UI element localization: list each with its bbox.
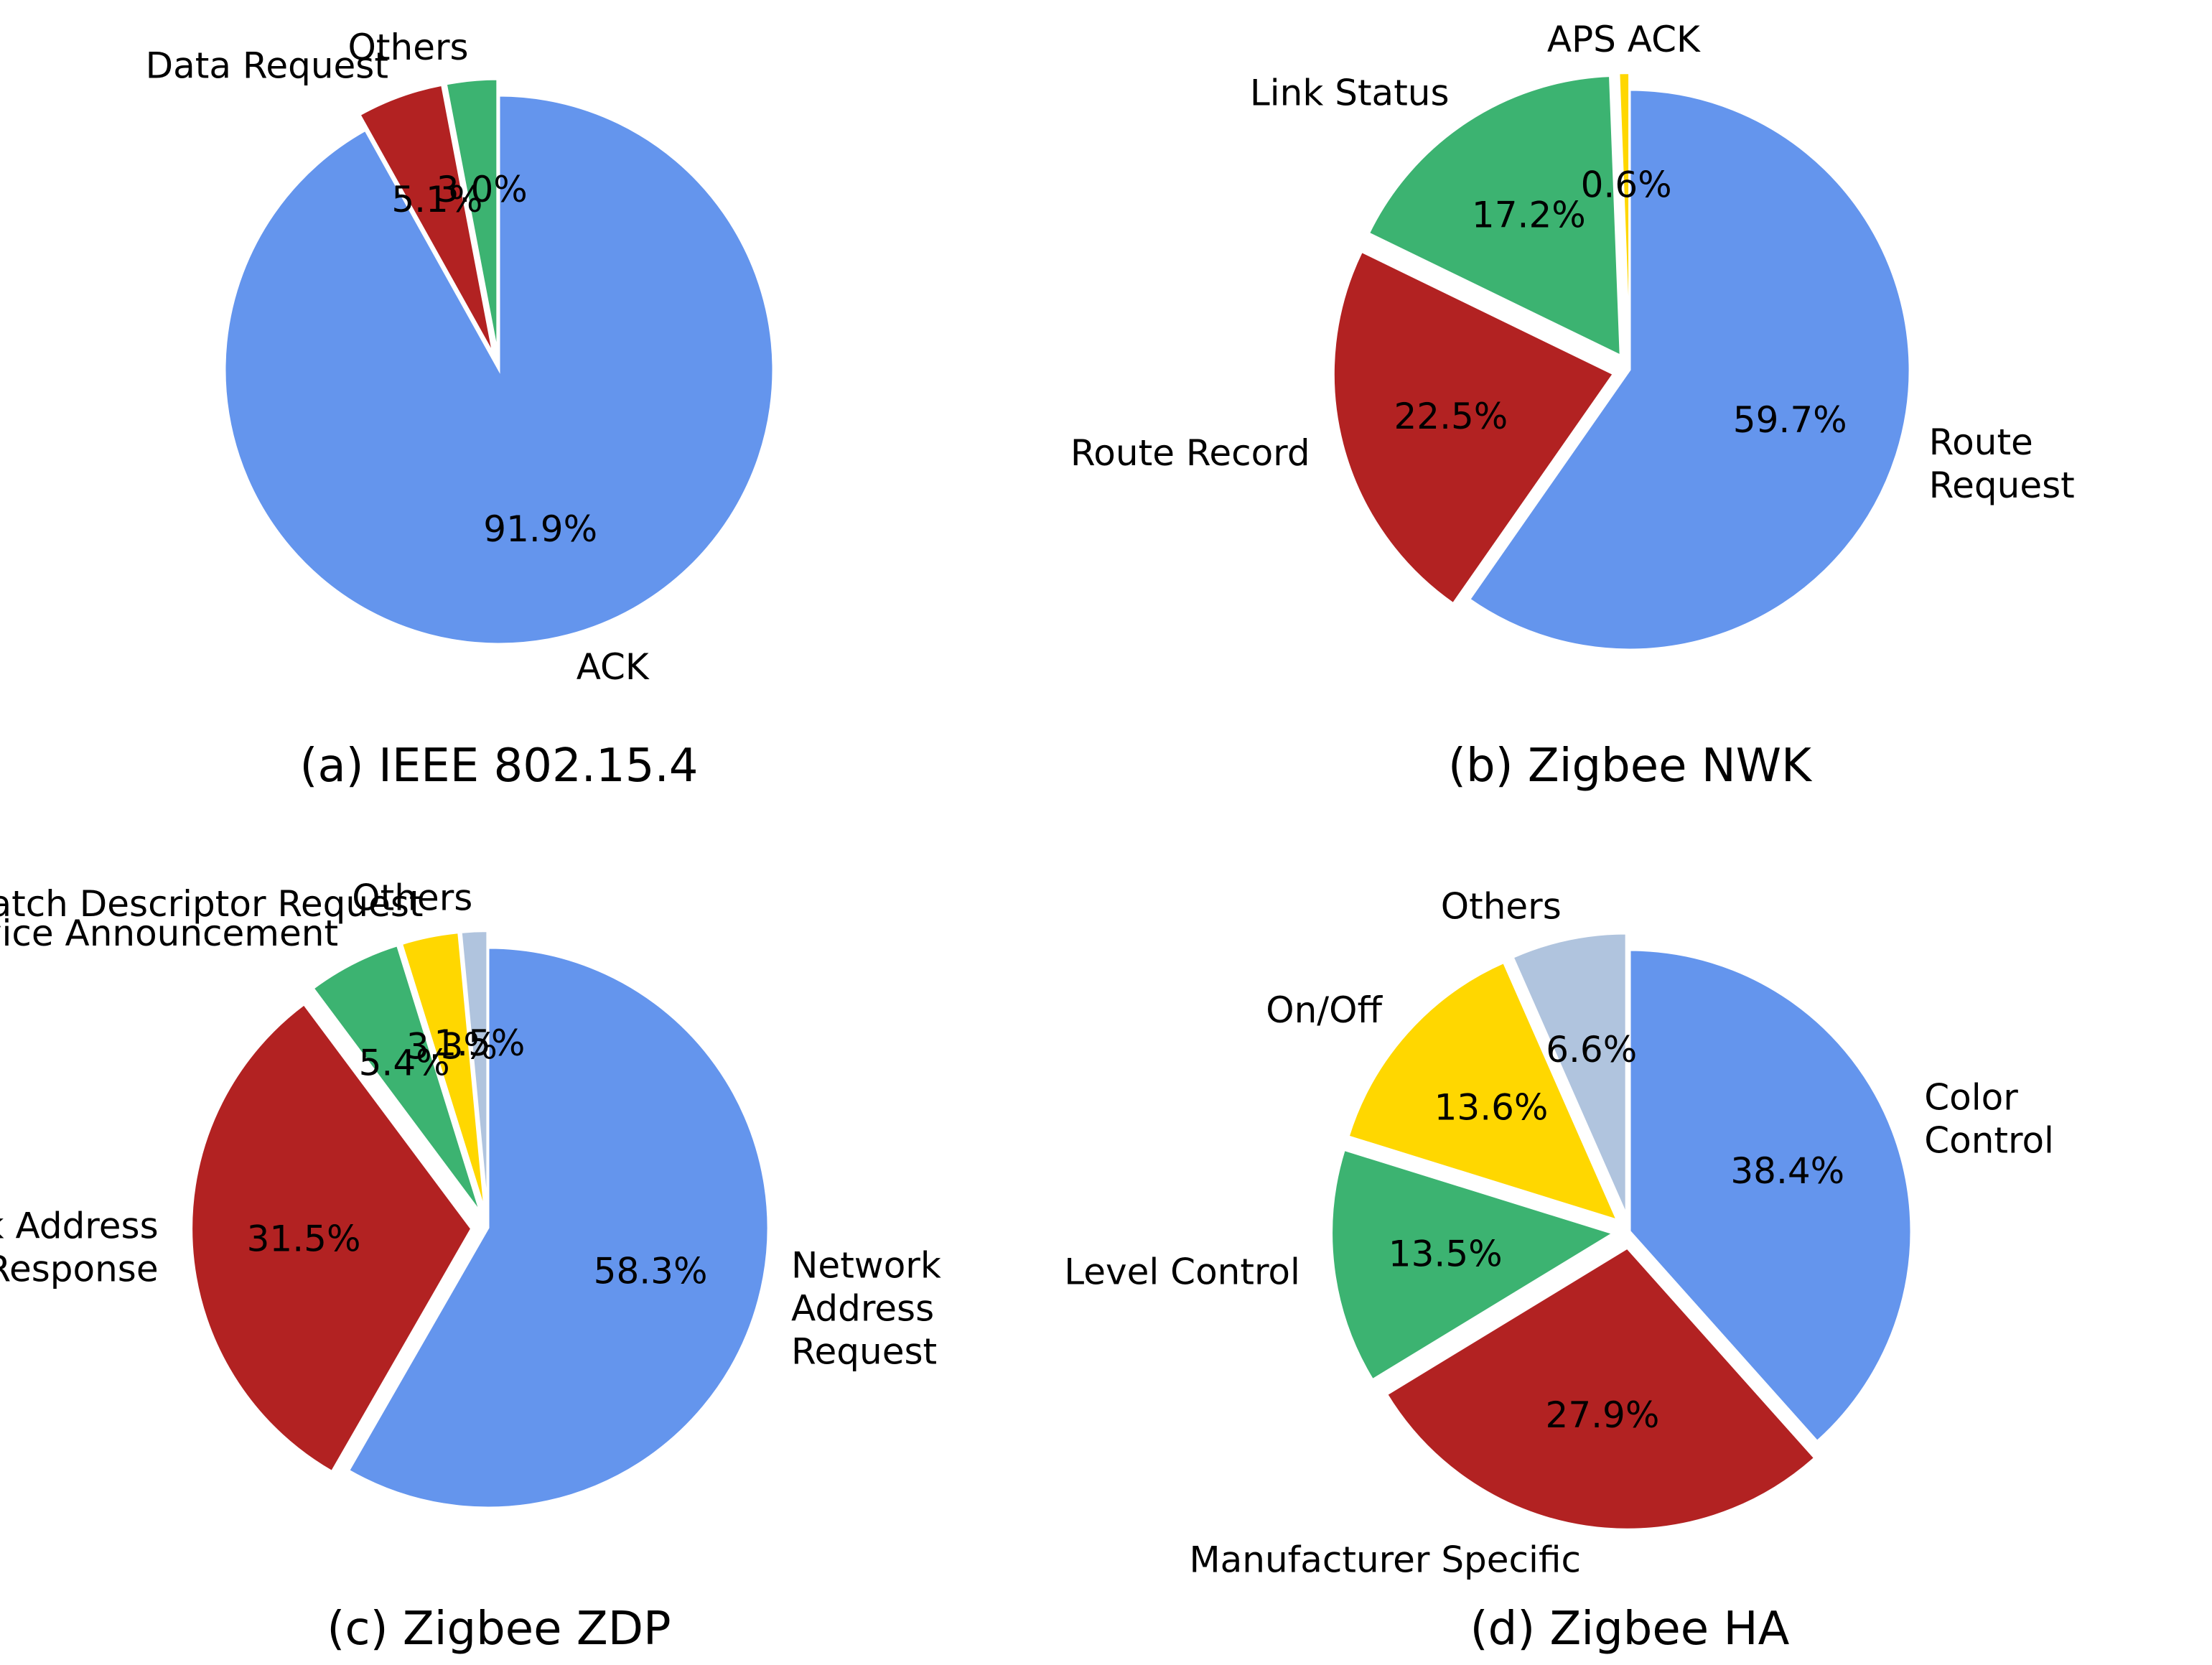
pct-label-others: 1.5% (434, 1022, 525, 1064)
pct-label-data-request: 5.1% (391, 179, 482, 220)
pie-chart-zigbee-ha: 6.6% 13.6% 13.5% 27.9% 38.4% Others On/Off Leve… (1064, 885, 2054, 1656)
pct-label-network-address-response: 31.5% (247, 1218, 361, 1259)
slice-label-ack: ACK (577, 646, 650, 688)
pie-slice-route-request (1467, 88, 1911, 651)
slice-label-on-off: On/Off (1266, 989, 1383, 1031)
pie-chart-zigbee-nwk: 0.6%17.2% 22.5% 59.7% APS ACK Link Status Rou… (1070, 19, 2075, 793)
slice-label-network-address-request: Network Address Request (791, 1245, 941, 1373)
pie-slice-ack (223, 94, 775, 645)
slice-label-route-record: Route Record (1070, 432, 1310, 474)
pie-slice-manufacturer-specific (1385, 1246, 1816, 1531)
pct-label-route-record: 22.5% (1394, 396, 1508, 437)
pie-slice-device-announcement (312, 943, 482, 1214)
pie-slice-route-record (1332, 250, 1615, 605)
pct-label-level-control: 13.5% (1389, 1233, 1503, 1275)
pct-label-aps-ack: 0.6% (1581, 164, 1672, 206)
pie-slice-network-address-response (190, 1002, 473, 1473)
pct-label-manufacturer-specific: 27.9% (1546, 1394, 1660, 1436)
pct-label-match-descriptor-request: 3.3% (406, 1026, 498, 1068)
pie-slice-others (1511, 932, 1628, 1216)
slice-label-others: Others (352, 877, 472, 918)
slice-label-level-control: Level Control (1064, 1251, 1300, 1293)
pie-slice-others (444, 78, 499, 354)
pie-slice-color-control (1628, 948, 1913, 1443)
pct-label-others: 3.0% (437, 169, 528, 210)
pct-label-on-off: 13.6% (1434, 1087, 1549, 1129)
chart-title-ieee-802-15-4: (a) IEEE 802.15.4 (299, 740, 698, 793)
pie-slice-aps-ack (1618, 72, 1631, 353)
pct-label-route-request: 59.7% (1733, 399, 1847, 441)
chart-title-zigbee-zdp: (c) Zigbee ZDP (327, 1603, 671, 1656)
slice-label-aps-ack: APS ACK (1547, 19, 1701, 60)
pct-label-link-status: 17.2% (1472, 194, 1586, 235)
pct-label-device-announcement: 5.4% (359, 1043, 450, 1084)
slice-label-link-status: Link Status (1250, 73, 1450, 114)
chart-title-zigbee-ha: (d) Zigbee HA (1470, 1603, 1790, 1656)
pie-slice-level-control (1330, 1148, 1616, 1381)
slice-label-data-request: Data Request (146, 45, 388, 86)
pie-slice-network-address-request (347, 946, 770, 1509)
slice-label-route-request: Route Request (1929, 421, 2075, 506)
pct-label-ack: 91.9% (483, 508, 597, 550)
pct-label-color-control: 38.4% (1730, 1150, 1844, 1192)
pct-label-network-address-request: 58.3% (594, 1250, 708, 1292)
slice-label-color-control: Color Control (1924, 1077, 2054, 1162)
pie-slice-link-status (1367, 75, 1622, 358)
slice-label-match-descriptor-request: Match Descriptor Request (0, 883, 424, 925)
chart-title-zigbee-nwk: (b) Zigbee NWK (1448, 740, 1813, 793)
pct-label-others: 6.6% (1546, 1029, 1637, 1071)
pie-slice-others (459, 930, 489, 1211)
pie-slice-data-request (358, 83, 495, 355)
slice-label-device-announcement: Device Announcement (0, 913, 338, 954)
slice-label-others: Others (348, 27, 469, 68)
pie-slice-match-descriptor-request (400, 931, 486, 1212)
pie-slice-on-off (1347, 961, 1620, 1222)
slice-label-others: Others (1441, 885, 1562, 927)
slice-label-manufacturer-specific: Manufacturer Specific (1189, 1539, 1580, 1581)
